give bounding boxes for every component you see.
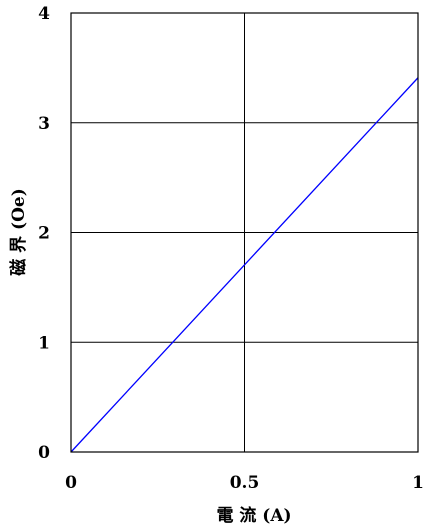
- x-tick-label: 0.5: [230, 473, 260, 493]
- x-axis-label: 電 流 (A): [216, 505, 291, 526]
- series-layer: [70, 77, 419, 453]
- series-line: [70, 77, 419, 453]
- x-tick-label: 1: [412, 473, 424, 493]
- y-axis-ticks: 0 1 2 3 4: [38, 4, 50, 463]
- y-tick-label: 3: [38, 114, 50, 134]
- y-tick-label: 0: [38, 443, 50, 463]
- y-tick-label: 1: [38, 333, 50, 353]
- y-tick-label: 4: [38, 4, 50, 24]
- y-tick-label: 2: [38, 224, 50, 244]
- y-axis-label: 磁 界 (Oe): [8, 188, 29, 276]
- grid: [71, 13, 418, 452]
- x-tick-label: 0: [65, 473, 77, 493]
- x-axis-ticks: 0 0.5 1: [65, 473, 424, 493]
- plot-frame: [70, 12, 419, 453]
